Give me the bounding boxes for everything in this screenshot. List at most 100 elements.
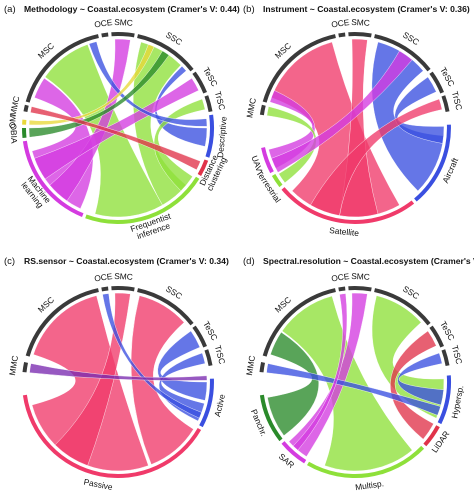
panel-d-tag: (d)	[243, 256, 255, 267]
panel-a-title: Methodology ~ Coastal.ecosystem (Cramer'…	[24, 4, 240, 14]
segment-arc-obia	[21, 128, 27, 138]
chord-ribbon	[34, 77, 199, 180]
segment-arc-tesc	[429, 325, 444, 348]
panel-d: (d) Spectral.resolution ~ Coastal.ecosys…	[243, 256, 474, 492]
panel-b-title: Instrument ~ Coastal.ecosystem (Cramer's…	[263, 4, 470, 14]
chord-ribbon	[271, 50, 413, 173]
segment-label-descriptive: Descriptive	[215, 116, 229, 158]
segment-label-oce: OCE	[331, 271, 351, 283]
chord-ribbon	[31, 295, 149, 472]
segment-label-mmc: MMC	[244, 355, 257, 376]
segment-label-oce: OCE	[331, 17, 351, 29]
segment-arc-mmc	[259, 104, 266, 116]
chord-ribbon	[397, 352, 444, 406]
panel-d-chords	[266, 292, 445, 472]
segment-label-passive: Passive	[83, 477, 114, 492]
segment-arc-lidar	[423, 425, 440, 447]
segment-arc-descriptive	[205, 114, 215, 158]
segment-label-active: Active	[212, 393, 227, 418]
segment-arc-oce	[338, 32, 346, 38]
segment-label-trsc: TrSC	[450, 90, 465, 111]
segment-label-smc: SMC	[351, 271, 370, 282]
segment-arc-om	[22, 119, 27, 125]
segment-arc-trsc	[441, 95, 450, 112]
segment-label-trsc: TrSC	[450, 344, 465, 365]
segment-label-mmc: MMC	[7, 355, 20, 376]
segment-arc-mmc	[23, 104, 29, 112]
chord-ribbon	[371, 295, 445, 419]
segment-label-trsc: TrSC	[213, 90, 228, 111]
chord-ribbon	[28, 50, 170, 138]
chord-ribbon	[390, 330, 437, 440]
segment-arc-trsc	[441, 349, 450, 366]
chord-ribbon	[158, 352, 206, 422]
segment-label-mmc: MMC	[8, 95, 22, 117]
segment-arc-hypersp	[437, 375, 452, 425]
chord-ribbon	[28, 44, 155, 126]
segment-label-tesc: TeSC	[201, 65, 220, 88]
panel-c: (c) RS.sensor ~ Coastal.ecosystem (Crame…	[4, 256, 229, 492]
segment-arc-frequentist-inference	[85, 176, 200, 224]
segment-label-oce: OCE	[94, 17, 114, 29]
segment-arc-ssc	[374, 288, 431, 326]
segment-label-tesc: TeSC	[438, 65, 457, 88]
segment-arc-oce	[101, 32, 109, 38]
segment-label-ssc: SSC	[164, 30, 184, 48]
segment-arc-ssc	[374, 34, 431, 72]
segment-arc-tesc	[192, 71, 207, 94]
panel-d-title: Spectral.resolution ~ Coastal.ecosystem …	[263, 256, 474, 266]
chord-ribbon	[102, 293, 202, 419]
chord-ribbon	[266, 106, 317, 184]
segment-arc-oce	[101, 286, 109, 292]
segment-arc-terrestrial	[271, 174, 283, 188]
segment-arc-active	[199, 378, 214, 428]
segment-label-obia: OBIA	[8, 123, 19, 144]
panel-b-chords	[266, 38, 445, 218]
segment-arc-oce	[338, 286, 346, 292]
segment-label-trsc: TrSC	[213, 344, 228, 365]
segment-arc-smc	[348, 31, 372, 38]
segment-arc-multisp	[307, 445, 425, 478]
segment-label-ssc: SSC	[164, 284, 184, 302]
segment-label-oce: OCE	[94, 271, 114, 283]
chord-ribbon	[154, 65, 208, 147]
chord-ribbon	[266, 363, 441, 416]
segment-arc-satellite	[281, 187, 415, 224]
segment-arc-uav	[261, 147, 274, 174]
panel-a: (a) Methodology ~ Coastal.ecosystem (Cra…	[4, 4, 240, 241]
panel-a-chords	[28, 38, 208, 218]
segment-arc-ssc	[137, 34, 194, 72]
chord-ribbon	[54, 292, 131, 466]
chord-ribbon	[394, 76, 445, 144]
segment-arc-tesc	[429, 71, 444, 94]
segment-arc-smc	[348, 285, 372, 292]
segment-label-smc: SMC	[351, 17, 370, 28]
chord-ribbon	[310, 98, 443, 216]
chord-ribbon	[30, 106, 201, 171]
panel-a-tag: (a)	[4, 4, 16, 15]
chord-ribbon	[292, 293, 348, 451]
segment-arc-aircraft	[414, 124, 451, 202]
segment-arc-smc	[111, 285, 135, 292]
segment-arc-smc	[111, 31, 135, 38]
segment-arc-trsc	[204, 95, 213, 112]
panel-b: (b) Instrument ~ Coastal.ecosystem (Cram…	[243, 4, 470, 238]
segment-label-ssc: SSC	[401, 30, 421, 48]
segment-arc-distance-clustering	[197, 159, 209, 176]
panel-b-tag: (b)	[243, 4, 255, 15]
segment-arc-panchr	[259, 394, 283, 442]
chord-ribbon	[29, 363, 208, 381]
segment-label-mmc: MMC	[244, 97, 258, 119]
chord-ribbon	[88, 41, 208, 127]
chord-ribbon	[267, 331, 319, 436]
segment-label-satellite: Satellite	[329, 225, 360, 238]
panel-c-chords	[29, 292, 208, 472]
segment-label-om: OM	[7, 114, 18, 128]
panel-c-tag: (c)	[4, 256, 15, 267]
segment-label-smc: SMC	[114, 17, 133, 28]
segment-arc-tesc	[192, 325, 207, 348]
chord-ribbon	[130, 295, 194, 465]
segment-arc-trsc	[204, 349, 213, 366]
